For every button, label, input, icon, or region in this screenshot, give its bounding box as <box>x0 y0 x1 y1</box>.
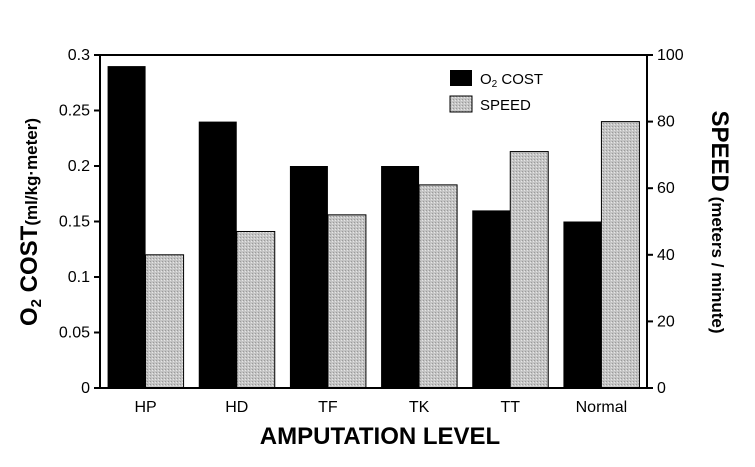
y2-axis-title: SPEED (meters / minute) <box>706 110 733 333</box>
x-axis-title: AMPUTATION LEVEL <box>260 423 500 450</box>
x-tick-label-tk: TK <box>409 399 430 416</box>
x-tick-label-tt: TT <box>500 399 520 416</box>
bar-o2-cost-tf <box>289 166 328 388</box>
bars-layer <box>107 66 640 389</box>
right-axis-ticks: 0 20 40 60 80 100 <box>647 47 684 397</box>
legend-label-speed: SPEED <box>480 97 531 114</box>
x-tick-label-hd: HD <box>225 399 248 416</box>
left-axis-ticks: 0 0.05 0.1 0.15 0.2 0.25 0.3 <box>59 47 100 397</box>
x-tick-label-hp: HP <box>134 399 156 416</box>
left-tick-label: 0.3 <box>68 47 90 64</box>
bar-o2-cost-tk <box>381 166 420 388</box>
right-tick-label: 40 <box>657 247 675 264</box>
bar-o2-cost-hp <box>107 66 146 388</box>
right-tick-label: 100 <box>657 47 684 64</box>
left-tick-label: 0.15 <box>59 214 90 231</box>
bar-speed-tf <box>327 214 367 389</box>
bar-o2-cost-tt <box>472 210 511 388</box>
right-tick-label: 0 <box>657 380 666 397</box>
bar-speed-hd <box>236 230 276 389</box>
left-tick-label: 0 <box>81 380 90 397</box>
right-tick-label: 20 <box>657 313 675 330</box>
bar-speed-hp <box>145 254 185 389</box>
x-tick-label-normal: Normal <box>576 399 628 416</box>
x-tick-label-tf: TF <box>318 399 338 416</box>
bar-o2-cost-hd <box>198 121 237 388</box>
right-tick-label: 80 <box>657 114 675 131</box>
legend: O2 COST SPEED <box>449 70 543 114</box>
left-tick-label: 0.25 <box>59 103 90 120</box>
legend-swatch-o2-cost <box>450 70 472 86</box>
bar-speed-tt <box>509 151 549 389</box>
bar-speed-normal <box>600 121 640 389</box>
left-tick-label: 0.2 <box>68 158 90 175</box>
y-axis-title: O2 COST(ml/kg·meter) <box>16 118 45 326</box>
legend-swatch-speed <box>449 95 473 113</box>
left-tick-label: 0.1 <box>68 269 90 286</box>
left-tick-label: 0.05 <box>59 325 90 342</box>
legend-label-o2-cost: O2 COST <box>480 71 543 90</box>
bar-o2-cost-normal <box>563 221 602 388</box>
x-axis-ticks: HP HD TF TK TT Normal <box>134 399 627 416</box>
bar-speed-tk <box>418 184 458 389</box>
right-tick-label: 60 <box>657 180 675 197</box>
